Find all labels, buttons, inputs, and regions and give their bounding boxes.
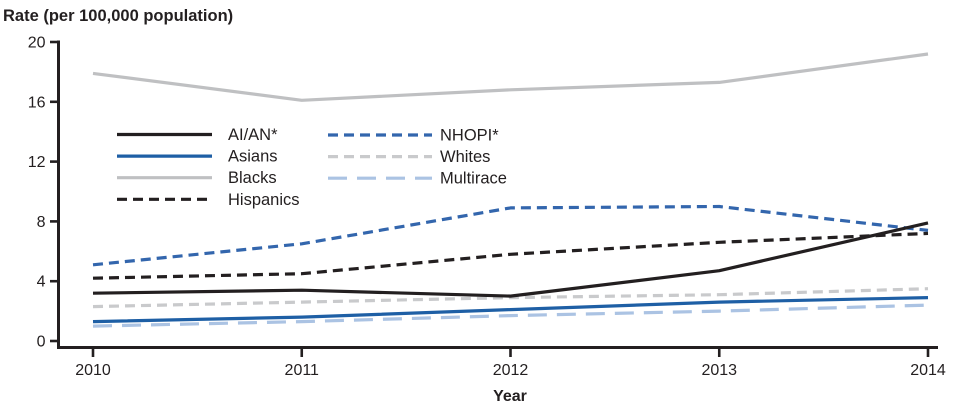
legend-label-ai-an: AI/AN* bbox=[228, 126, 278, 144]
y-tick-label-16: 16 bbox=[28, 94, 46, 111]
legend-item-multirace: Multirace bbox=[328, 170, 507, 188]
y-tick-label-8: 8 bbox=[37, 214, 46, 231]
legend-label-multirace: Multirace bbox=[440, 170, 507, 188]
legend-item-blacks: Blacks bbox=[117, 169, 277, 187]
legend-item-ai-an: AI/AN* bbox=[117, 126, 278, 144]
legend-label-blacks: Blacks bbox=[228, 169, 277, 187]
legend-item-asians: Asians bbox=[117, 148, 278, 166]
data-series bbox=[92, 52, 929, 328]
y-tick-label-20: 20 bbox=[28, 35, 46, 52]
legend-label-nhopi: NHOPI* bbox=[440, 127, 499, 145]
x-axis-title: Year bbox=[493, 388, 527, 405]
series-line-ai-an bbox=[92, 221, 929, 298]
series-line-nhopi bbox=[92, 204, 929, 267]
legend-label-whites: Whites bbox=[440, 148, 490, 166]
legend-item-hispanics: Hispanics bbox=[117, 191, 300, 209]
series-line-hispanics bbox=[92, 231, 929, 280]
y-tick-label-4: 4 bbox=[37, 274, 46, 291]
x-tick-label-2013: 2013 bbox=[701, 362, 737, 379]
legend: AI/AN* Asians Blacks Hispanics NHOPI* Whites M… bbox=[117, 126, 507, 209]
legend-item-whites: Whites bbox=[328, 148, 490, 166]
axes: 0 4 8 12 16 20 2010 2011 2012 2013 2014 bbox=[28, 35, 946, 380]
y-tick-label-12: 12 bbox=[28, 154, 46, 171]
series-line-multirace bbox=[92, 303, 929, 328]
x-tick-label-2012: 2012 bbox=[493, 362, 529, 379]
series-line-asians bbox=[92, 296, 929, 324]
y-tick-label-0: 0 bbox=[37, 334, 46, 351]
y-axis-title: Rate (per 100,000 population) bbox=[3, 7, 233, 25]
x-tick-label-2010: 2010 bbox=[75, 362, 111, 379]
legend-label-hispanics: Hispanics bbox=[228, 191, 300, 209]
x-tick-label-2014: 2014 bbox=[910, 362, 946, 379]
legend-label-asians: Asians bbox=[228, 148, 278, 166]
legend-item-nhopi: NHOPI* bbox=[328, 127, 499, 145]
series-line-blacks bbox=[92, 52, 929, 102]
x-tick-label-2011: 2011 bbox=[285, 362, 320, 379]
